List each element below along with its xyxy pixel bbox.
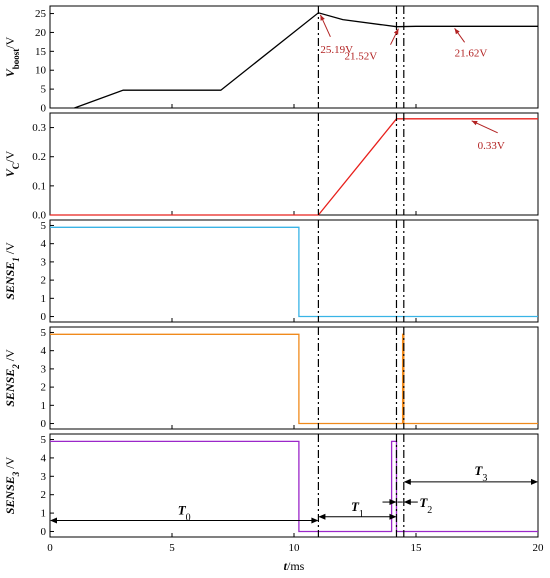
y-tick-label: 2 [41, 275, 47, 287]
span-arrowhead [311, 517, 319, 524]
annotation-label: 25.19V [320, 44, 353, 56]
y-tick-label: 5 [41, 84, 47, 96]
x-axis-label: t/ms [284, 559, 305, 573]
x-tick-label: 15 [411, 542, 423, 554]
y-tick-label: 0 [41, 311, 47, 323]
series-line-1 [50, 226, 538, 318]
y-tick-label: 1 [41, 400, 47, 412]
annotation-label: 21.62V [455, 47, 488, 59]
panel-3: 0 1 2 3 4 5 SENSE1 /V [3, 219, 539, 323]
y-axis-label: SENSE3 /V [3, 456, 21, 514]
panel-5: 0 1 2 3 4 5 SENSE3 /V T0 T1 T2 T3 [3, 433, 539, 538]
annotation-arrowhead [320, 14, 325, 21]
y-tick-label: 0.2 [32, 151, 46, 163]
series-line-1 [50, 440, 538, 533]
span-arrowhead [403, 499, 411, 506]
annotation-arrowhead [471, 120, 478, 126]
span-label: T0 [178, 502, 191, 523]
x-tick-label: 10 [289, 542, 301, 554]
plot-frame [49, 112, 539, 216]
annotation-label: 0.33V [478, 140, 505, 152]
span-arrowhead [403, 478, 411, 485]
y-tick-label: 0 [41, 103, 47, 115]
span-label: T2 [419, 495, 432, 516]
series-line-1 [50, 333, 538, 425]
plot-frame [49, 219, 539, 323]
y-axis-label: VC/V [3, 150, 21, 177]
y-tick-label: 0.3 [32, 122, 46, 134]
annotation-arrowhead [393, 28, 399, 35]
y-tick-label: 3 [41, 363, 47, 375]
y-tick-label: 4 [41, 345, 47, 357]
plot-frame [49, 326, 539, 430]
panel-2: 0.0 0.1 0.2 0.3 VC/V 0.33V [3, 112, 539, 222]
y-tick-label: 20 [35, 27, 47, 39]
y-tick-label: 15 [35, 46, 47, 58]
span-label: T3 [474, 463, 487, 484]
panel-4: 0 1 2 3 4 5 SENSE2 /V [3, 326, 539, 430]
y-tick-label: 0.1 [32, 180, 46, 192]
y-tick-label: 0.0 [32, 210, 46, 222]
x-tick-label: 5 [169, 542, 175, 554]
series-line-1 [74, 12, 538, 109]
y-tick-label: 1 [41, 508, 47, 520]
annotation-arrowhead [454, 28, 460, 35]
span-label: T1 [351, 499, 364, 519]
y-tick-label: 3 [41, 256, 47, 268]
x-tick-label: 0 [47, 542, 53, 554]
y-axis-label: Vboost/V [3, 36, 21, 77]
y-tick-label: 2 [41, 489, 47, 501]
span-arrowhead [389, 513, 397, 520]
y-tick-label: 1 [41, 293, 47, 305]
y-tick-label: 3 [41, 471, 47, 483]
y-axis-label: SENSE1 /V [3, 242, 21, 300]
span-arrowhead [389, 499, 397, 506]
y-tick-label: 0 [41, 418, 47, 430]
y-tick-label: 10 [35, 65, 47, 77]
y-tick-label: 4 [41, 452, 47, 464]
y-tick-label: 25 [35, 8, 47, 20]
span-arrowhead [318, 513, 326, 520]
y-axis-label: SENSE2 /V [3, 349, 21, 407]
y-tick-label: 5 [41, 327, 47, 339]
x-tick-label: 20 [533, 542, 545, 554]
span-arrowhead [531, 478, 538, 485]
span-arrowhead [50, 517, 57, 524]
y-tick-label: 4 [41, 238, 47, 250]
series-line-1 [50, 118, 538, 216]
y-tick-label: 2 [41, 382, 47, 394]
y-tick-label: 5 [41, 220, 47, 232]
y-tick-label: 5 [41, 434, 47, 446]
y-tick-label: 0 [41, 526, 47, 538]
annotation-label: 21.52V [344, 51, 377, 63]
plot-frame [49, 433, 539, 538]
